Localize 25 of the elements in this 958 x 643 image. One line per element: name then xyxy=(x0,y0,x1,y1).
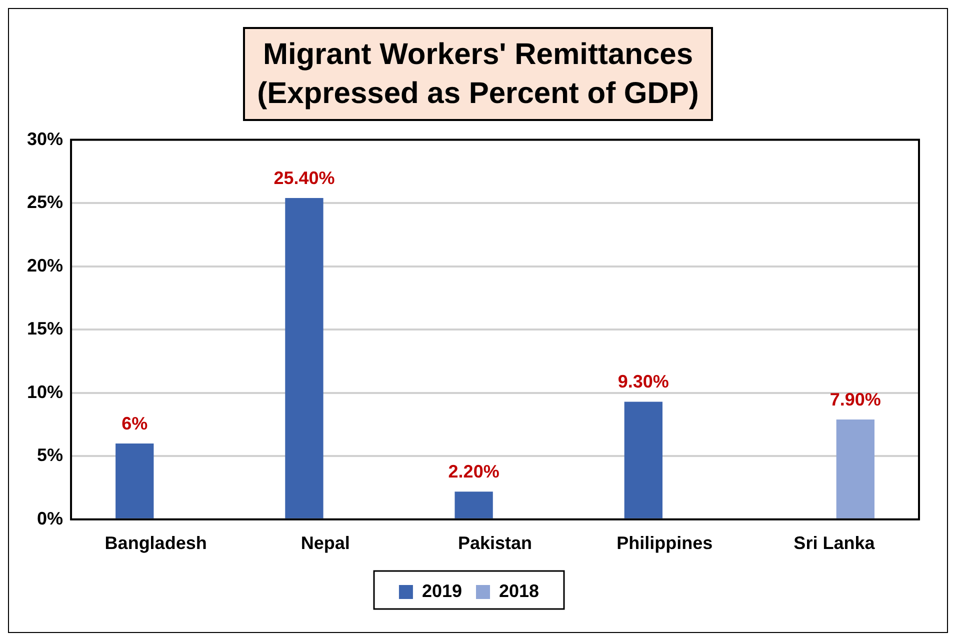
data-label: 2.20% xyxy=(448,462,500,482)
x-tick-label: Bangladesh xyxy=(104,533,207,554)
data-label: 6% xyxy=(122,413,148,434)
x-tick-label: Nepal xyxy=(300,533,350,554)
y-tick-label: 20% xyxy=(26,255,64,276)
bar xyxy=(624,402,662,518)
x-tick-label: Sri Lanka xyxy=(794,533,876,554)
y-tick-label: 10% xyxy=(26,382,64,402)
y-tick-label: 25% xyxy=(26,192,64,212)
data-label: 7.90% xyxy=(830,389,881,410)
legend-label: 2019 xyxy=(422,580,462,601)
y-tick-label: 0% xyxy=(37,508,64,528)
bar xyxy=(836,419,874,518)
data-label: 25.40% xyxy=(274,168,335,188)
legend-label: 2018 xyxy=(499,580,540,601)
bar xyxy=(454,492,493,518)
y-tick-label: 30% xyxy=(26,128,64,149)
y-tick-label: 15% xyxy=(26,318,64,339)
y-tick-label: 5% xyxy=(37,445,64,466)
bar xyxy=(116,443,154,518)
chart-title: Migrant Workers' Remittances (Expressed as Percent of GDP) xyxy=(243,27,713,121)
data-label: 9.30% xyxy=(618,372,669,392)
x-tick-label: Pakistan xyxy=(458,533,532,554)
x-tick-label: Philippines xyxy=(616,533,713,554)
bar xyxy=(285,198,324,518)
